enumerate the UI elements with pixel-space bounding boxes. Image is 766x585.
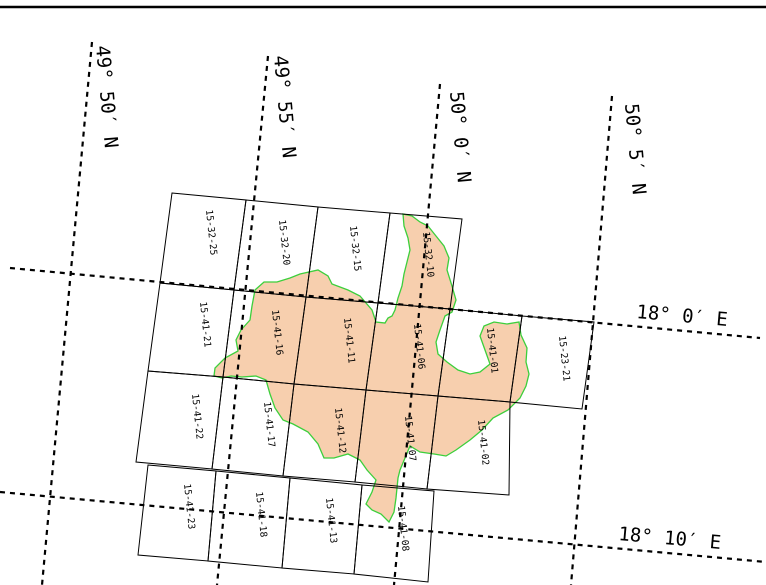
sheet-number-label: 15-41-06 — [411, 323, 427, 370]
sheet-number-label: 15-41-12 — [332, 407, 348, 454]
sheet-number-label: 15-41-21 — [197, 301, 213, 348]
sheet-number-label: 15-32-20 — [276, 219, 292, 266]
sheet-labels: 15-32-25 15-32-20 15-32-15 15-32-10 15-4… — [181, 209, 572, 552]
sheet-grid — [135, 192, 595, 583]
sheet-number-label: 15-41-13 — [323, 497, 339, 544]
graticule — [0, 41, 766, 585]
sheet-number-label: 15-41-16 — [269, 309, 285, 356]
meridian-line — [215, 55, 270, 585]
sheet-number-label: 15-41-23 — [181, 483, 197, 530]
sheet-number-label: 15-32-25 — [203, 209, 219, 256]
sheet-number-label: 15-41-17 — [261, 401, 277, 448]
sheet-number-label: 15-23-21 — [556, 335, 572, 382]
sheet-number-label: 15-41-18 — [253, 491, 269, 538]
sheet-outline — [426, 395, 511, 496]
meridian-line — [569, 95, 614, 585]
sheet-outline — [353, 484, 435, 583]
sheet-number-label: 15-41-02 — [475, 419, 491, 466]
sheet-number-label: 15-41-08 — [395, 505, 411, 552]
sheet-number-label: 15-41-11 — [341, 317, 357, 364]
sheet-number-label: 15-32-10 — [420, 231, 436, 278]
meridian-line — [392, 83, 442, 585]
sheet-number-label: 15-41-07 — [402, 415, 418, 462]
sheet-number-label: 15-41-22 — [189, 393, 205, 440]
sheet-number-label: 15-32-15 — [347, 225, 363, 272]
meridian-line — [40, 41, 94, 585]
parallel-line — [0, 490, 766, 564]
study-area-polygon — [213, 213, 530, 524]
sheet-number-label: 15-41-01 — [484, 327, 500, 374]
